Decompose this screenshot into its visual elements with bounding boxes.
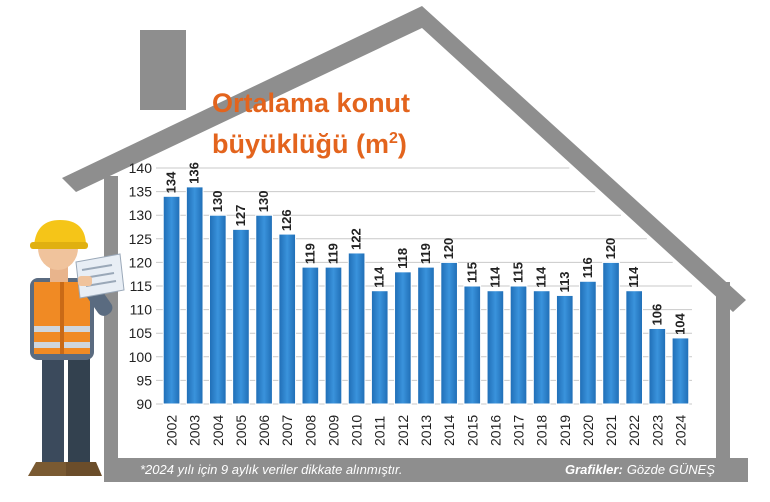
bar [185, 186, 204, 405]
bar [440, 261, 458, 405]
bar [324, 266, 343, 405]
x-tick-label: 2022 [626, 415, 642, 446]
worker-illustration-icon [28, 220, 125, 476]
x-tick-label: 2006 [256, 415, 272, 446]
data-label: 106 [649, 304, 664, 326]
x-tick-label: 2014 [441, 415, 457, 446]
bar [255, 214, 273, 405]
data-labels: 134 136 130 127 130 126 119 119 122 114 118 119 120 1… [164, 162, 688, 335]
data-label: 134 [164, 171, 179, 193]
y-tick-label: 95 [136, 372, 152, 388]
footnote: *2024 yılı için 9 aylık veriler dikkate … [140, 462, 403, 477]
y-tick-label: 130 [129, 207, 153, 223]
x-tick-label: 2017 [511, 415, 527, 446]
y-tick-label: 115 [130, 278, 153, 294]
x-tick-label: 2011 [372, 416, 388, 446]
x-tick-label: 2007 [279, 415, 295, 446]
x-tick-label: 2009 [325, 415, 341, 446]
bar [486, 290, 505, 405]
data-label: 114 [534, 266, 549, 288]
bar [463, 285, 482, 405]
x-tick-label: 2016 [487, 415, 503, 446]
data-label: 126 [279, 209, 294, 231]
x-tick-label: 2021 [603, 415, 619, 446]
x-axis: 2002 2003 2004 2005 2006 2007 2008 2009 2010 2011… [164, 415, 689, 446]
data-label: 114 [372, 266, 387, 288]
bar [532, 290, 551, 405]
x-tick-label: 2008 [302, 415, 318, 446]
data-label: 118 [395, 248, 410, 269]
data-label: 136 [187, 162, 202, 184]
data-label: 104 [672, 312, 687, 334]
x-tick-label: 2020 [580, 415, 596, 446]
x-tick-label: 2023 [649, 415, 665, 446]
x-tick-label: 2018 [534, 415, 550, 446]
data-label: 130 [256, 190, 271, 212]
y-tick-label: 110 [130, 302, 153, 318]
bar [347, 252, 366, 405]
y-tick-label: 140 [129, 160, 153, 176]
bar [417, 266, 435, 405]
x-tick-label: 2015 [464, 415, 480, 446]
data-label: 120 [603, 238, 618, 260]
chart-title-line1: Ortalama konut [212, 88, 410, 118]
x-tick-label: 2024 [672, 415, 688, 446]
x-tick-label: 2005 [233, 415, 249, 446]
data-label: 127 [233, 205, 248, 227]
data-label: 114 [487, 266, 502, 288]
y-tick-label: 105 [129, 325, 153, 341]
bar [162, 195, 181, 405]
bar [579, 280, 597, 405]
y-tick-label: 125 [129, 231, 153, 247]
y-tick-label: 100 [129, 349, 153, 365]
data-label: 115 [511, 262, 526, 283]
x-tick-label: 2013 [418, 415, 434, 446]
chart-title-line2: büyüklüğü (m2) [212, 129, 407, 159]
bar [394, 271, 412, 405]
y-axis: 90 95 100 105 110 115 120 125 130 135 140 [129, 160, 153, 412]
data-label: 116 [580, 257, 595, 278]
data-label: 119 [302, 243, 317, 264]
data-label: 115 [464, 262, 479, 283]
credit: Grafikler: Gözde GÜNEŞ [565, 462, 715, 477]
bar [671, 337, 690, 405]
x-tick-label: 2010 [349, 415, 365, 446]
y-tick-label: 90 [136, 396, 152, 412]
bar [278, 233, 297, 405]
x-tick-label: 2012 [395, 415, 411, 446]
bar [232, 228, 250, 405]
x-tick-label: 2003 [187, 415, 203, 446]
data-label: 119 [325, 243, 340, 264]
bar [208, 214, 227, 405]
bar [602, 261, 620, 405]
house-outline-icon [62, 6, 748, 482]
bar [625, 290, 644, 405]
y-tick-label: 120 [129, 254, 153, 270]
data-label: 130 [210, 190, 225, 212]
bars [162, 186, 690, 405]
data-label: 122 [349, 228, 364, 250]
data-label: 113 [557, 271, 572, 292]
data-label: 114 [626, 266, 641, 288]
y-tick-label: 135 [129, 184, 153, 200]
x-tick-label: 2004 [210, 415, 226, 446]
bar [301, 266, 320, 405]
bar [648, 327, 667, 405]
data-label: 119 [418, 243, 433, 264]
bar [370, 290, 389, 405]
bar [509, 285, 528, 405]
bar [555, 294, 574, 405]
x-tick-label: 2019 [557, 415, 573, 446]
data-label: 120 [441, 238, 456, 260]
x-tick-label: 2002 [164, 415, 180, 446]
